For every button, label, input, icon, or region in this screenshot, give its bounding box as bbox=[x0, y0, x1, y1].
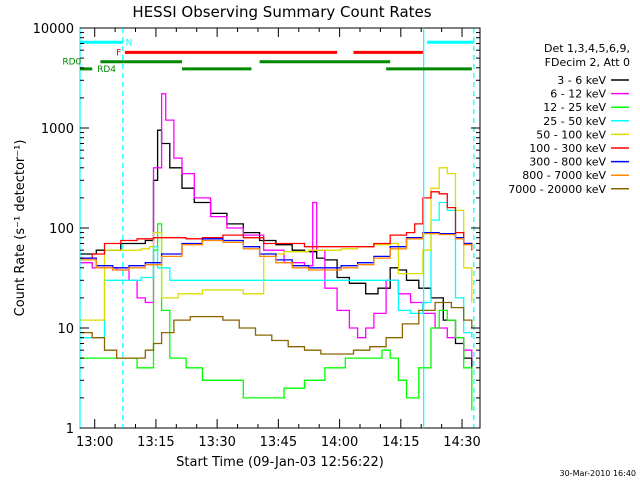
legend-label-2: 12 - 25 keV bbox=[543, 101, 606, 114]
legend-label-4: 50 - 100 keV bbox=[536, 128, 606, 141]
legend-header-line-1: Det 1,3,4,5,6,9, bbox=[544, 42, 630, 55]
footer-timestamp: 30-Mar-2010 16:40 bbox=[560, 469, 637, 478]
legend-label-3: 25 - 50 keV bbox=[543, 115, 606, 128]
legend: Det 1,3,4,5,6,9, FDecim 2, Att 0 3 - 6 k… bbox=[508, 42, 630, 196]
y-axis-label: Count Rate (s⁻¹ detector⁻¹) bbox=[13, 140, 28, 317]
legend-header-line-2: FDecim 2, Att 0 bbox=[545, 56, 630, 69]
y-tick-label: 10 bbox=[57, 322, 74, 337]
series-line-2 bbox=[80, 223, 473, 411]
series-line-4 bbox=[80, 167, 473, 321]
series-layer bbox=[80, 93, 473, 411]
legend-label-5: 100 - 300 keV bbox=[529, 142, 606, 155]
legend-label-0: 3 - 6 keV bbox=[557, 74, 606, 87]
series-line-7 bbox=[80, 232, 473, 271]
series-line-8 bbox=[80, 301, 473, 359]
x-axis-label: Start Time (09-Jan-03 12:56:22) bbox=[176, 455, 384, 470]
x-tick-label: 14:00 bbox=[321, 435, 358, 450]
y-axis: 1 10 100 1000 10000 bbox=[33, 22, 480, 437]
legend-label-7: 800 - 7000 keV bbox=[522, 169, 606, 182]
y-tick-label: 1000 bbox=[41, 122, 74, 137]
y-tick-label: 1 bbox=[66, 422, 74, 437]
flag-label-f: F bbox=[116, 48, 121, 58]
legend-label-1: 6 - 12 keV bbox=[550, 88, 606, 101]
chart-title: HESSI Observing Summary Count Rates bbox=[132, 3, 431, 21]
y-tick-label: 100 bbox=[49, 222, 74, 237]
x-tick-label: 13:00 bbox=[76, 435, 113, 450]
x-tick-label: 14:15 bbox=[382, 435, 419, 450]
legend-label-6: 300 - 800 keV bbox=[529, 156, 606, 169]
x-tick-label: 13:30 bbox=[198, 435, 235, 450]
series-line-5 bbox=[80, 191, 473, 259]
flag-label-rd4: RD4 bbox=[97, 65, 116, 75]
series-line-3 bbox=[80, 201, 473, 339]
flag-label-n: N bbox=[126, 38, 133, 48]
y-tick-label: 10000 bbox=[33, 22, 74, 37]
flag-label-rd0: RD0 bbox=[62, 58, 81, 68]
legend-label-8: 7000 - 20000 keV bbox=[508, 183, 606, 196]
x-tick-label: 13:15 bbox=[137, 435, 174, 450]
series-line-1 bbox=[80, 93, 473, 359]
x-tick-label: 13:45 bbox=[260, 435, 297, 450]
x-axis: 13:00 13:15 13:30 13:45 14:00 14:15 14:30 bbox=[76, 28, 481, 450]
series-line-0 bbox=[80, 129, 473, 368]
x-tick-label: 14:30 bbox=[443, 435, 480, 450]
annotation-layer: NF RD0 RD4 bbox=[62, 28, 475, 428]
